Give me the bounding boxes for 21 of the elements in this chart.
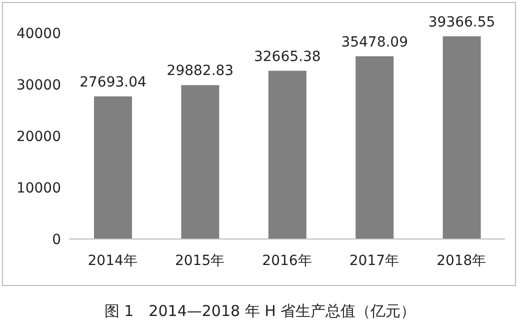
data-label: 35478.09 [341, 34, 408, 50]
bar [442, 36, 481, 239]
x-tick-label: 2015年 [174, 252, 225, 269]
y-tick-label: 30000 [16, 77, 61, 94]
y-tick-label: 0 [52, 232, 61, 248]
x-tick-label: 2018年 [436, 252, 486, 269]
data-label: 32665.38 [254, 48, 321, 65]
data-label: 27693.04 [80, 74, 146, 90]
x-tick-label: 2017年 [349, 252, 400, 269]
bar [356, 56, 394, 239]
y-tick-label: 20000 [16, 128, 61, 145]
data-label: 29882.83 [166, 63, 234, 80]
x-tick-label: 2014年 [88, 252, 138, 269]
data-label: 39366.55 [428, 14, 496, 30]
bar [181, 85, 220, 239]
x-tick-label: 2016年 [262, 252, 312, 269]
bar [94, 96, 132, 239]
y-tick-label: 40000 [16, 26, 61, 42]
y-tick-label: 10000 [16, 180, 61, 196]
text: 图 1 2014—2018 年 H 省生产总值（亿元） [103, 302, 417, 321]
bar [268, 70, 306, 239]
